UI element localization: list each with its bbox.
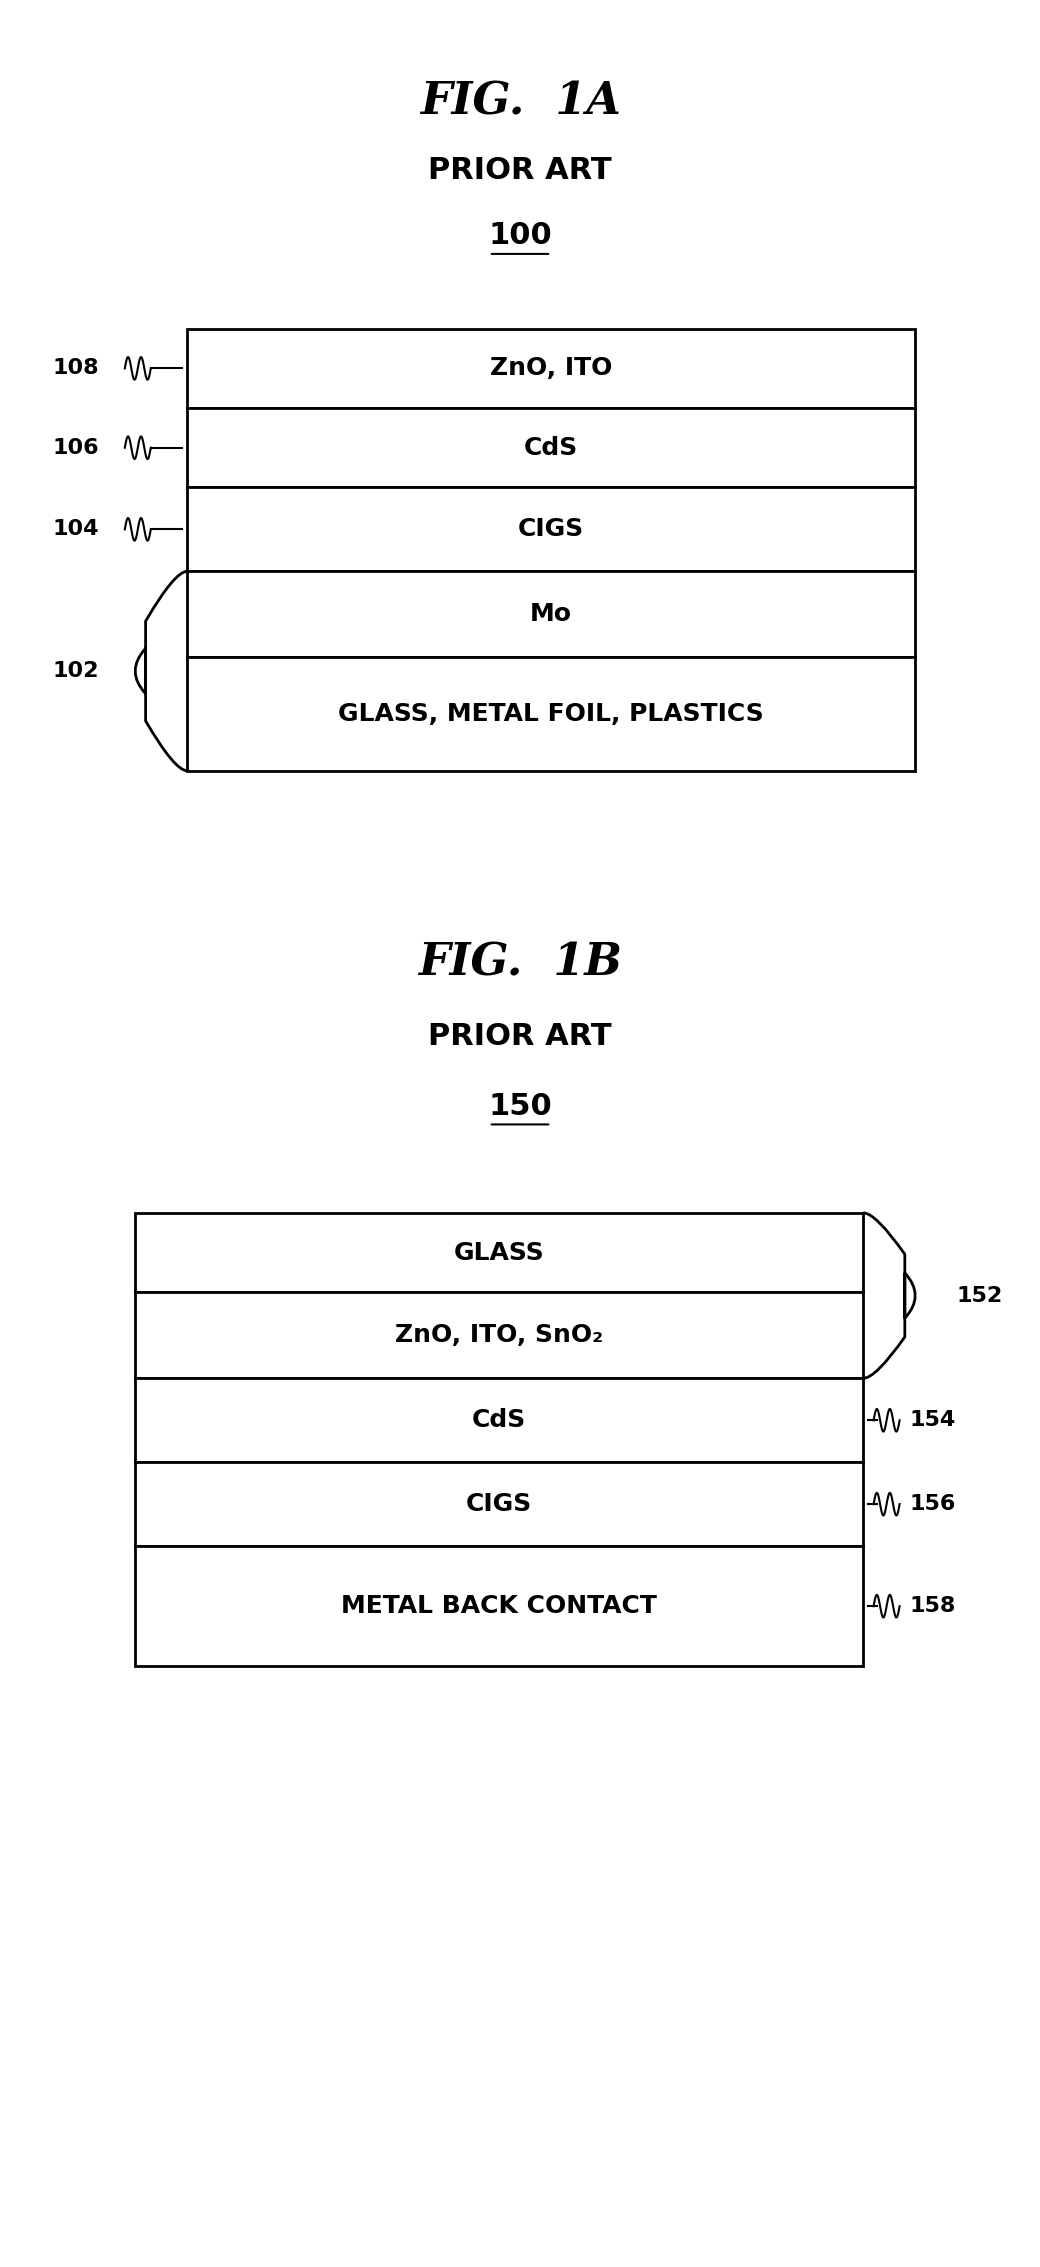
Text: PRIOR ART: PRIOR ART <box>428 1022 612 1050</box>
Text: 150: 150 <box>488 1093 552 1120</box>
Text: METAL BACK CONTACT: METAL BACK CONTACT <box>341 1594 657 1619</box>
FancyBboxPatch shape <box>135 1378 863 1462</box>
Text: 106: 106 <box>52 438 99 458</box>
FancyBboxPatch shape <box>187 571 915 657</box>
Text: PRIOR ART: PRIOR ART <box>428 156 612 184</box>
FancyBboxPatch shape <box>135 1292 863 1378</box>
Text: FIG.  1B: FIG. 1B <box>418 943 622 984</box>
FancyBboxPatch shape <box>135 1213 863 1292</box>
Text: GLASS, METAL FOIL, PLASTICS: GLASS, METAL FOIL, PLASTICS <box>338 703 764 725</box>
Text: ZnO, ITO: ZnO, ITO <box>490 356 613 381</box>
Text: 158: 158 <box>910 1596 957 1616</box>
Text: 156: 156 <box>910 1494 957 1514</box>
Text: ZnO, ITO, SnO₂: ZnO, ITO, SnO₂ <box>395 1324 603 1347</box>
Text: 104: 104 <box>52 519 99 540</box>
FancyBboxPatch shape <box>135 1462 863 1546</box>
Text: CIGS: CIGS <box>466 1492 532 1517</box>
Text: 100: 100 <box>488 222 552 249</box>
Text: CdS: CdS <box>472 1408 526 1433</box>
FancyBboxPatch shape <box>187 329 915 408</box>
Text: 154: 154 <box>910 1410 956 1430</box>
Text: CIGS: CIGS <box>518 517 584 542</box>
Text: FIG.  1A: FIG. 1A <box>419 82 621 122</box>
FancyBboxPatch shape <box>187 657 915 771</box>
FancyBboxPatch shape <box>135 1546 863 1666</box>
Text: GLASS: GLASS <box>453 1240 545 1265</box>
FancyBboxPatch shape <box>187 487 915 571</box>
Text: 152: 152 <box>957 1285 1003 1306</box>
Text: 108: 108 <box>52 358 99 379</box>
Text: CdS: CdS <box>524 435 578 460</box>
Text: Mo: Mo <box>530 603 572 626</box>
FancyBboxPatch shape <box>187 408 915 487</box>
Text: 102: 102 <box>52 662 99 680</box>
